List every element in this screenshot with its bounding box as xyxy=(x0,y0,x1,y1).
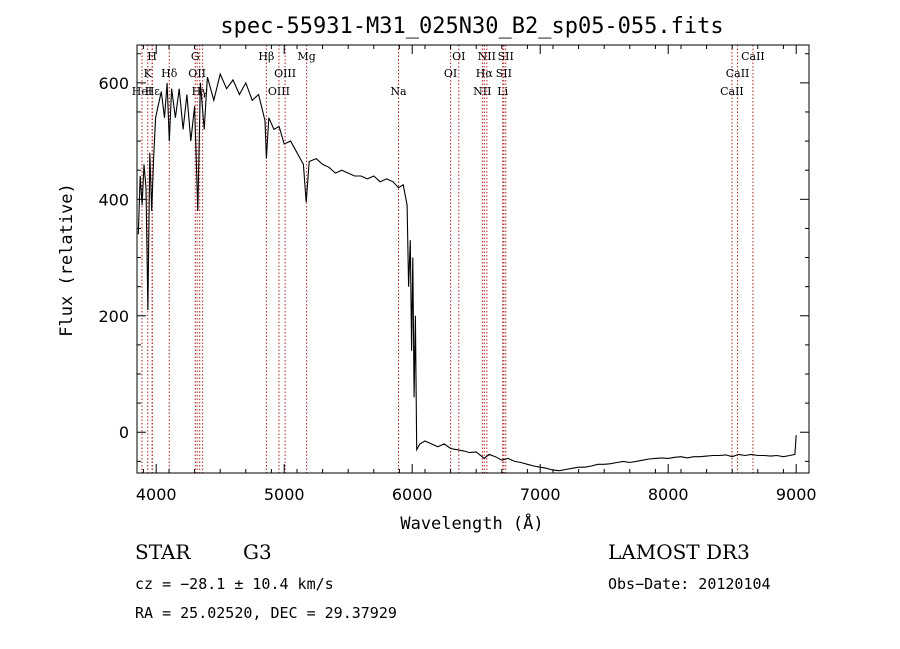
marker-label-4: Hδ xyxy=(161,67,178,80)
marker-label-3: Hε xyxy=(145,85,161,98)
marker-label-11: OIII xyxy=(274,67,296,80)
marker-label-21: SII xyxy=(498,50,514,63)
y-axis-label: Flux (relative) xyxy=(57,183,77,337)
marker-label-23: CaII xyxy=(726,67,750,80)
marker-label-13: Na xyxy=(390,85,407,98)
marker-label-5: G xyxy=(191,50,200,63)
marker-label-22: CaII xyxy=(720,85,744,98)
spectral-subclass: G3 xyxy=(243,540,272,564)
marker-label-14: OI xyxy=(444,67,457,80)
y-tick-label-0: 0 xyxy=(119,423,129,442)
x-tick-label-5000: 5000 xyxy=(264,485,305,504)
y-tick-label-200: 200 xyxy=(98,307,129,326)
marker-label-20: SII xyxy=(496,67,512,80)
marker-label-16: NII xyxy=(473,85,491,98)
marker-label-6: OII xyxy=(188,67,206,80)
y-axis-ticks: 0 200 400 600 xyxy=(98,53,809,462)
x-tick-label-6000: 6000 xyxy=(392,485,433,504)
redshift-text: cz = −28.1 ± 10.4 km/s xyxy=(135,575,334,593)
marker-label-12: Mg xyxy=(297,50,315,63)
y-tick-label-600: 600 xyxy=(98,74,129,93)
plot-frame xyxy=(136,44,810,474)
marker-label-9: Hβ xyxy=(258,50,274,63)
x-tick-label-8000: 8000 xyxy=(648,485,689,504)
flux-series-line xyxy=(137,72,797,472)
marker-label-19: Li xyxy=(497,85,508,98)
x-tick-label-9000: 9000 xyxy=(776,485,817,504)
marker-label-18: NII xyxy=(478,50,496,63)
marker-label-2: H xyxy=(147,50,157,63)
survey-name: LAMOST DR3 xyxy=(608,540,750,564)
marker-label-1: K xyxy=(144,67,153,80)
x-axis-ticks: 4000 5000 6000 7000 8000 9000 xyxy=(136,45,817,504)
x-tick-label-7000: 7000 xyxy=(520,485,561,504)
line-marker-labels: HeIKHHεHδGOIIHγHβOIIIOIIIMgNaOIOINIIHαNI… xyxy=(132,50,765,98)
object-class: STAR xyxy=(135,540,191,564)
y-tick-label-400: 400 xyxy=(98,190,129,209)
marker-label-17: Hα xyxy=(476,67,494,80)
line-markers xyxy=(141,45,754,473)
marker-label-24: CaII xyxy=(741,50,765,63)
marker-label-15: OI xyxy=(452,50,465,63)
obs-date: Obs−Date: 20120104 xyxy=(608,575,771,593)
coordinates: RA = 25.02520, DEC = 29.37929 xyxy=(135,604,397,622)
marker-label-10: OIII xyxy=(268,85,290,98)
x-tick-label-4000: 4000 xyxy=(136,485,177,504)
x-axis-label: Wavelength (Å) xyxy=(400,512,543,534)
chart-title: spec-55931-M31_025N30_B2_sp05-055.fits xyxy=(220,14,723,39)
